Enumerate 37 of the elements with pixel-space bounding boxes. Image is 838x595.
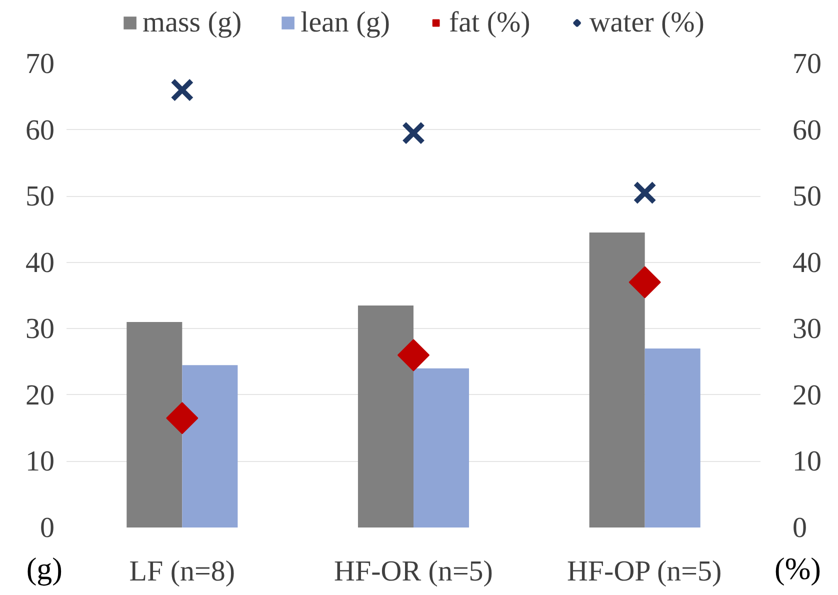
point <box>170 78 194 102</box>
y2-tick-label: 30 <box>792 313 822 346</box>
y2-tick-label: 40 <box>792 246 822 279</box>
y-tick-label: 10 <box>26 446 54 478</box>
y2-tick-label: 20 <box>792 379 822 412</box>
bar <box>414 368 470 528</box>
legend-label: water (%) <box>589 6 704 39</box>
y-tick-label: 50 <box>26 180 54 213</box>
y2-tick-label: 0 <box>792 512 807 544</box>
y2-tick-label: 50 <box>792 180 822 213</box>
y2-tick-label: 60 <box>792 114 822 146</box>
point <box>166 402 198 434</box>
y-tick-label: 70 <box>26 48 54 80</box>
y2-tick-label: 10 <box>792 446 822 478</box>
x-tick-label: LF (n=8) <box>129 556 236 588</box>
point <box>628 266 661 298</box>
x-tick-label: HF-OR (n=5) <box>334 556 493 588</box>
y-tick-label: 0 <box>40 512 54 544</box>
bar <box>644 348 700 528</box>
point <box>397 339 430 372</box>
legend-label: fat (%) <box>449 6 530 39</box>
y-tick-label: 30 <box>26 313 54 346</box>
y-tick-label: 40 <box>26 246 54 279</box>
y2-tick-label: 70 <box>792 48 822 80</box>
x-tick-label: HF-OP (n=5) <box>566 556 722 588</box>
y2-axis-title: (%) <box>774 551 821 586</box>
bar <box>358 305 414 528</box>
bar <box>126 322 182 528</box>
legend-label: lean (g) <box>300 6 390 39</box>
y-axis-title: (g) <box>26 551 63 586</box>
legend-label: mass (g) <box>142 6 242 39</box>
bar <box>182 365 238 528</box>
point <box>633 181 657 204</box>
y-tick-label: 20 <box>26 379 54 412</box>
y-tick-label: 60 <box>26 114 54 146</box>
point <box>402 121 426 145</box>
bar <box>589 232 645 528</box>
